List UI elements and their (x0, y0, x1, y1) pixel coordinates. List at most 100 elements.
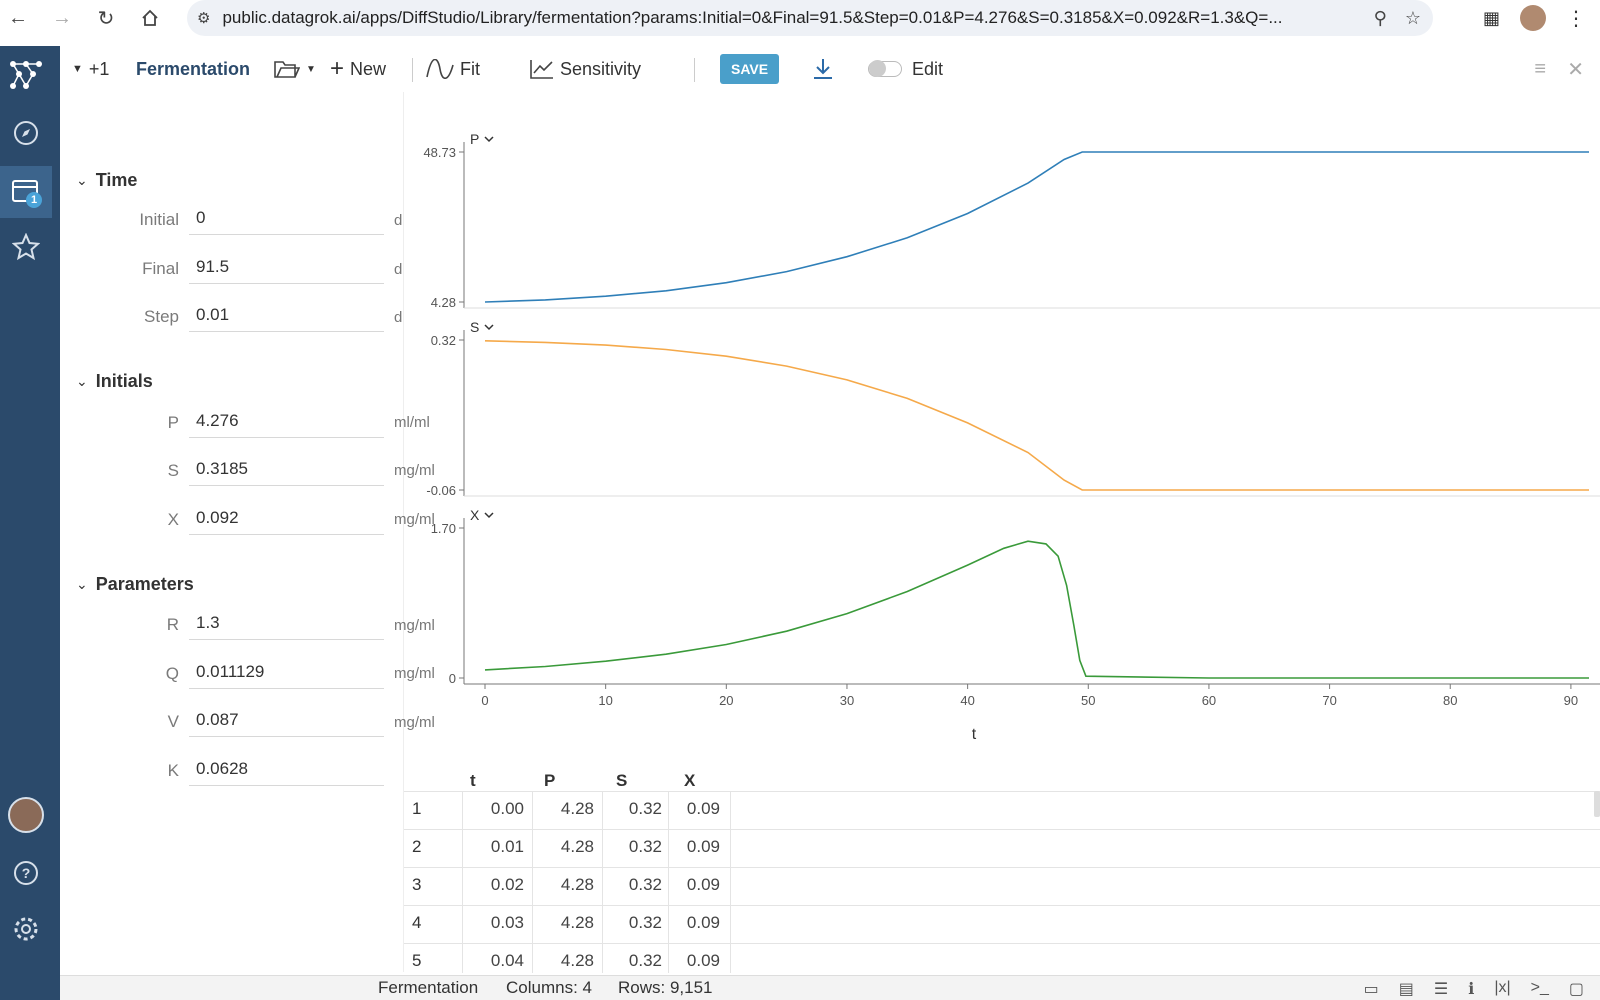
row-number[interactable]: 5 (412, 951, 422, 970)
reload-icon[interactable]: ↻ (97, 7, 115, 30)
grid-cell[interactable]: 0.04 (490, 951, 524, 970)
column-header[interactable]: P (544, 771, 556, 790)
grid-scrollbar[interactable] (1594, 791, 1600, 817)
row-number[interactable]: 1 (412, 799, 422, 818)
multi-line-chart[interactable]: 48.73 4.28 P 0.32 -0.06 S 1.70 0 X 0 10 20 30 40 50 60 7… (404, 92, 1600, 760)
inputs-panel: ⌄ Time Initial 0 d Final 91.5 d Step 0.0… (60, 92, 435, 972)
status-table-name[interactable]: Fermentation (378, 978, 479, 997)
x-axis-label: t (972, 726, 977, 743)
row-number[interactable]: 4 (412, 913, 422, 932)
grid-cell[interactable]: 0.09 (686, 913, 720, 932)
grid-cell[interactable]: 0.09 (686, 799, 720, 818)
r-input[interactable]: 1.3 (189, 606, 384, 640)
series-selector-X[interactable]: X (470, 507, 480, 523)
address-bar[interactable]: ⚙ public.datagrok.ai/apps/DiffStudio/Lib… (187, 0, 1433, 36)
views-dropdown[interactable]: ▼ +1 (72, 59, 109, 80)
properties-icon[interactable]: ▤ (1398, 981, 1414, 998)
hamburger-menu-icon[interactable]: ≡ (1534, 57, 1546, 80)
grid-cell[interactable]: 0.32 (628, 913, 662, 932)
field-unit: ml/ml (394, 414, 430, 431)
grid-cell[interactable]: 0.32 (628, 837, 662, 856)
q-input[interactable]: 0.011129 (189, 655, 384, 689)
grid-cell[interactable]: 0.09 (686, 951, 720, 970)
chevron-down-icon[interactable] (484, 324, 494, 331)
toggle-switch[interactable] (868, 60, 902, 77)
new-button[interactable]: + New (330, 55, 386, 83)
series-selector-P[interactable]: P (470, 131, 479, 147)
grid-cell[interactable]: 0.01 (490, 837, 524, 856)
info-icon[interactable]: ℹ (1468, 981, 1475, 998)
fit-curve-icon (426, 59, 454, 79)
grid-cell[interactable]: 4.28 (560, 913, 594, 932)
user-avatar[interactable] (0, 790, 52, 840)
url-text: public.datagrok.ai/apps/DiffStudio/Libra… (222, 8, 1283, 27)
grid-cell[interactable]: 4.28 (560, 837, 594, 856)
time-section-header[interactable]: ⌄ Time (76, 170, 138, 190)
column-header[interactable]: t (470, 771, 476, 790)
bookmark-star-icon[interactable]: ☆ (1404, 7, 1421, 28)
extensions-icon[interactable]: ▦ (1482, 7, 1500, 28)
field-unit: d (394, 212, 403, 229)
favorites-star-icon[interactable] (0, 222, 52, 272)
datagrok-logo-icon[interactable] (0, 50, 52, 100)
profile-avatar[interactable] (1520, 5, 1546, 31)
grid-cell[interactable]: 0.00 (490, 799, 524, 818)
results-grid[interactable]: t P S X 1 0.00 4.28 0.32 0.09 2 0.01 4.28 0.32 0.… (404, 767, 1600, 973)
grid-cell[interactable]: 0.32 (628, 799, 662, 818)
final-input[interactable]: 91.5 (189, 250, 384, 284)
save-button[interactable]: SAVE (720, 54, 780, 84)
grid-cell[interactable]: 0.09 (686, 837, 720, 856)
back-icon[interactable]: ← (8, 6, 28, 29)
help-icon[interactable]: ? (0, 848, 52, 898)
y-tick-label: 1.70 (431, 521, 456, 536)
chevron-down-icon[interactable] (484, 136, 494, 143)
presentation-icon[interactable]: ▢ (1568, 981, 1584, 998)
row-number[interactable]: 2 (412, 837, 422, 856)
grid-cell[interactable]: 0.02 (490, 875, 524, 894)
download-icon[interactable] (812, 57, 834, 81)
column-header[interactable]: X (684, 771, 696, 790)
k-input[interactable]: 0.0628 (189, 752, 384, 786)
s-input[interactable]: 0.3185 (189, 452, 384, 486)
grid-cell[interactable]: 4.28 (560, 875, 594, 894)
x-input[interactable]: 0.092 (189, 501, 384, 535)
sensitivity-button[interactable]: Sensitivity (530, 59, 641, 80)
grid-cell[interactable]: 0.32 (628, 951, 662, 970)
series-line-P[interactable] (484, 151, 1589, 303)
compass-icon[interactable] (0, 108, 52, 158)
apps-icon[interactable]: 1 (0, 166, 52, 218)
p-input[interactable]: 4.276 (189, 404, 384, 438)
initial-input[interactable]: 0 (189, 201, 384, 235)
fit-button[interactable]: Fit (426, 59, 480, 80)
series-selector-S[interactable]: S (470, 319, 479, 335)
home-icon[interactable] (134, 2, 166, 34)
chevron-down-icon[interactable] (484, 512, 494, 519)
field-label: Final (142, 259, 179, 278)
site-info-icon[interactable]: ⚙ (197, 10, 211, 27)
column-header[interactable]: S (616, 771, 628, 790)
v-input[interactable]: 0.087 (189, 703, 384, 737)
filters-icon[interactable]: ☰ (1433, 981, 1449, 998)
grid-cell[interactable]: 4.28 (560, 799, 594, 818)
layout-icon[interactable]: ▭ (1363, 981, 1379, 998)
forward-icon[interactable]: → (52, 6, 72, 29)
x-tick-label: 40 (960, 693, 974, 708)
edit-toggle[interactable]: Edit (868, 59, 943, 80)
variables-icon[interactable]: |x| (1494, 979, 1511, 996)
zoom-icon[interactable]: ⚲ (1373, 7, 1387, 28)
close-icon[interactable]: ✕ (1567, 58, 1584, 81)
console-icon[interactable]: >_ (1530, 979, 1549, 996)
grid-cell[interactable]: 0.03 (490, 913, 524, 932)
parameters-section-header[interactable]: ⌄ Parameters (76, 574, 194, 594)
series-line-X[interactable] (484, 540, 1589, 679)
initials-section-header[interactable]: ⌄ Initials (76, 371, 153, 391)
settings-gear-icon[interactable] (0, 904, 52, 954)
series-line-S[interactable] (484, 340, 1589, 491)
row-number[interactable]: 3 (412, 875, 422, 894)
browser-menu-icon[interactable]: ⋮ (1566, 7, 1586, 30)
grid-cell[interactable]: 4.28 (560, 951, 594, 970)
step-input[interactable]: 0.01 (189, 298, 384, 332)
open-folder-button[interactable]: ▼ (274, 59, 316, 79)
grid-cell[interactable]: 0.32 (628, 875, 662, 894)
grid-cell[interactable]: 0.09 (686, 875, 720, 894)
